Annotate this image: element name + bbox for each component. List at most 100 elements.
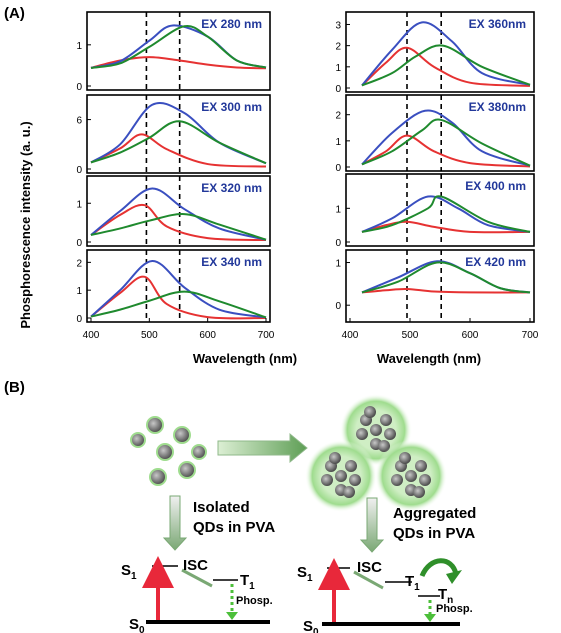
cluster-qd-0-3 [356,428,368,440]
y-tick-label-4-3: 3 [335,20,341,31]
cluster-qd-0-0 [370,424,382,436]
panel-title-4: EX 360nm [469,17,526,31]
panel-title-1: EX 300 nm [201,100,262,114]
cluster-qd-0-2 [380,414,392,426]
cluster-qd-1-4 [349,474,361,486]
panel-title-2: EX 320 nm [201,181,262,195]
series-line-2-2 [90,213,267,241]
cluster-qd-1-2 [345,460,357,472]
series-line-2-0 [90,203,267,242]
series-line-3-1 [90,259,267,319]
isc-label-left: ISC [183,557,208,574]
cluster-qd-1-0 [335,470,347,482]
cluster-qd-1-3 [321,474,333,486]
series-line-5-1 [361,109,531,167]
isolated-down-arrow [162,495,188,551]
y-tick-label-7-1: 1 [335,259,341,270]
y-tick-label-4-1: 1 [335,63,341,74]
series-line-1-0 [90,133,267,168]
series-line-6-1 [361,195,531,233]
y-tick-label-0-1: 1 [76,41,82,52]
x-tick-label-3-1: 500 [141,330,158,341]
x-axis-label-left: Wavelength (nm) [193,351,297,366]
y-tick-label-3-1: 1 [76,286,82,297]
y-tick-label-0-0: 0 [76,82,82,93]
svg-text:T1: T1 [240,572,255,592]
aggregated-qds [305,394,447,512]
series-line-7-2 [361,261,531,294]
y-tick-label-2-0: 0 [76,238,82,249]
svg-text:Tn: Tn [438,586,453,606]
series-line-4-0 [361,46,531,87]
cluster-qd-0-6 [364,406,376,418]
cluster-qd-0-7 [378,440,390,452]
y-axis-label: Phosphorescence intensity (a. u.) [18,121,33,328]
y-tick-label-5-1: 1 [335,137,341,148]
s1-sub-left: 1 [131,571,137,582]
aggregated-down-arrow [359,497,385,553]
series-line-6-0 [361,220,531,234]
x-tick-label-7-0: 400 [342,330,359,341]
svg-text:S1: S1 [297,564,313,584]
cluster-qd-2-6 [399,452,411,464]
series-line-6-2 [361,195,531,233]
panel-title-6: EX 400 nm [465,179,526,193]
cluster-qd-2-4 [419,474,431,486]
tn-label-right: T [438,586,447,603]
aggregated-label-line-1: Aggregated [393,505,476,522]
y-tick-label-6-0: 0 [335,238,341,249]
t1-sub-left: 1 [249,581,255,592]
x-tick-label-3-0: 400 [83,330,100,341]
plot-frame-1 [86,94,271,174]
panel-title-7: EX 420 nm [465,255,526,269]
s1-label-right: S [297,564,307,581]
panel-title-0: EX 280 nm [201,17,262,31]
y-tick-label-4-2: 2 [335,42,341,53]
cluster-qd-0-4 [384,428,396,440]
t1-label-left: T [240,572,249,589]
series-line-5-2 [361,118,531,167]
cluster-qd-1-6 [329,452,341,464]
isolated-qds [130,416,207,486]
isolated-label-line-2: QDs in PVA [193,519,275,536]
y-tick-label-7-0: 0 [335,301,341,312]
x-tick-label-7-2: 600 [462,330,479,341]
y-tick-label-3-0: 0 [76,314,82,325]
spectra-chart-group: 0 1 EX 280 nm 0 6 EX 300 nm 0 1 EX 320 nm 0 1 2 EX 3… [76,11,539,341]
x-tick-label-7-1: 500 [402,330,419,341]
svg-text:S0: S0 [303,618,319,633]
tn-sub-right: n [447,595,453,606]
series-line-5-0 [361,134,531,168]
svg-text:T1: T1 [405,573,420,593]
s0-label-left: S [129,616,139,633]
t1-sub-right: 1 [414,582,420,593]
jablonski-isolated: S1 S0 ISC T1 Phosp. [121,556,273,633]
jablonski-aggregated: S1 S0 ISC T1 Tn Phosp. [297,558,473,633]
series-line-2-1 [90,187,267,241]
cluster-qd-2-3 [391,474,403,486]
series-line-3-0 [90,275,267,320]
aggregated-label-line-2: QDs in PVA [393,525,475,542]
cluster-qd-2-2 [415,460,427,472]
y-tick-label-5-2: 2 [335,111,341,122]
y-tick-label-2-1: 1 [76,199,82,210]
s0-sub-right: 0 [313,627,319,633]
series-line-0-2 [90,25,267,69]
y-tick-label-5-0: 0 [335,163,341,174]
svg-text:S0: S0 [129,616,145,633]
y-tick-label-4-0: 0 [335,84,341,95]
aggregation-arrow [217,432,308,464]
t1-label-right: T [405,573,414,590]
isolated-label-line-1: Isolated [193,499,250,516]
cluster-qd-2-0 [405,470,417,482]
x-tick-label-3-2: 600 [199,330,216,341]
s0-sub-left: 0 [139,625,145,633]
plot-frame-6 [345,173,535,247]
series-line-4-2 [361,44,531,87]
cluster-qd-2-7 [413,486,425,498]
series-line-4-1 [361,21,531,87]
phosp-label-left: Phosp. [236,595,273,607]
x-axis-label-right: Wavelength (nm) [377,351,481,366]
svg-text:S1: S1 [121,562,137,582]
